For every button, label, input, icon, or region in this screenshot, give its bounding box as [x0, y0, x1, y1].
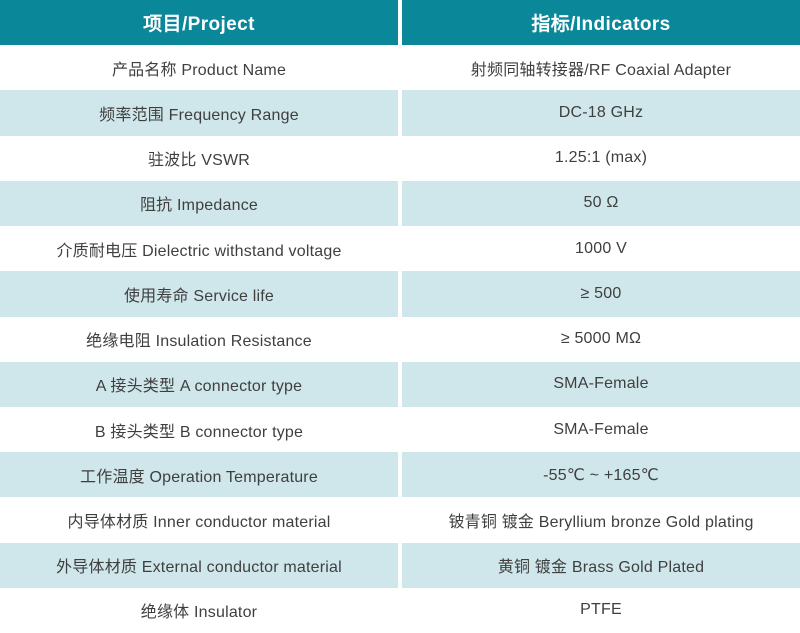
project-cell: 介质耐电压 Dielectric withstand voltage [0, 226, 398, 272]
project-cell: 阻抗 Impedance [0, 180, 398, 227]
indicator-cell: -55℃ ~ +165℃ [402, 452, 800, 498]
indicator-cell: SMA-Female [402, 406, 800, 453]
table-row: 阻抗 Impedance 50 Ω [0, 180, 800, 227]
indicator-cell: ≥ 500 [402, 271, 800, 317]
project-cell: 绝缘体 Insulator [0, 587, 398, 633]
table-row: 驻波比 VSWR 1.25:1 (max) [0, 135, 800, 181]
project-cell: 内导体材质 Inner conductor material [0, 497, 398, 543]
header-cell-project: 项目/Project [0, 0, 398, 46]
project-cell: 使用寿命 Service life [0, 271, 398, 317]
table-row: A 接头类型 A connector type SMA-Female [0, 361, 800, 407]
project-cell: 频率范围 Frequency Range [0, 90, 398, 136]
table-row: 产品名称 Product Name 射频同轴转接器/RF Coaxial Ada… [0, 45, 800, 91]
project-cell: 工作温度 Operation Temperature [0, 452, 398, 498]
table-row: 内导体材质 Inner conductor material 铍青铜 镀金 Be… [0, 497, 800, 543]
indicator-cell: 50 Ω [402, 180, 800, 227]
table-row: 工作温度 Operation Temperature -55℃ ~ +165℃ [0, 452, 800, 498]
project-cell: 产品名称 Product Name [0, 45, 398, 91]
project-cell: 绝缘电阻 Insulation Resistance [0, 316, 398, 362]
indicator-cell: DC-18 GHz [402, 90, 800, 136]
indicator-cell: PTFE [402, 587, 800, 633]
table-row: 使用寿命 Service life ≥ 500 [0, 271, 800, 317]
indicator-cell: 黄铜 镀金 Brass Gold Plated [402, 542, 800, 588]
table-row: 频率范围 Frequency Range DC-18 GHz [0, 90, 800, 136]
indicator-cell: SMA-Female [402, 361, 800, 407]
indicator-cell: ≥ 5000 MΩ [402, 316, 800, 362]
table-row: B 接头类型 B connector type SMA-Female [0, 406, 800, 453]
indicator-cell: 铍青铜 镀金 Beryllium bronze Gold plating [402, 497, 800, 543]
header-cell-indicators: 指标/Indicators [402, 0, 800, 46]
table-row: 介质耐电压 Dielectric withstand voltage 1000 … [0, 226, 800, 272]
project-cell: B 接头类型 B connector type [0, 406, 398, 453]
table-header-row: 项目/Project 指标/Indicators [0, 0, 800, 46]
project-cell: 外导体材质 External conductor material [0, 542, 398, 588]
project-cell: 驻波比 VSWR [0, 135, 398, 181]
indicator-cell: 1.25:1 (max) [402, 135, 800, 181]
table-row: 绝缘体 Insulator PTFE [0, 587, 800, 633]
indicator-cell: 1000 V [402, 226, 800, 272]
table-row: 绝缘电阻 Insulation Resistance ≥ 5000 MΩ [0, 316, 800, 362]
indicator-cell: 射频同轴转接器/RF Coaxial Adapter [402, 45, 800, 91]
table-row: 外导体材质 External conductor material 黄铜 镀金 … [0, 542, 800, 588]
project-cell: A 接头类型 A connector type [0, 361, 398, 407]
